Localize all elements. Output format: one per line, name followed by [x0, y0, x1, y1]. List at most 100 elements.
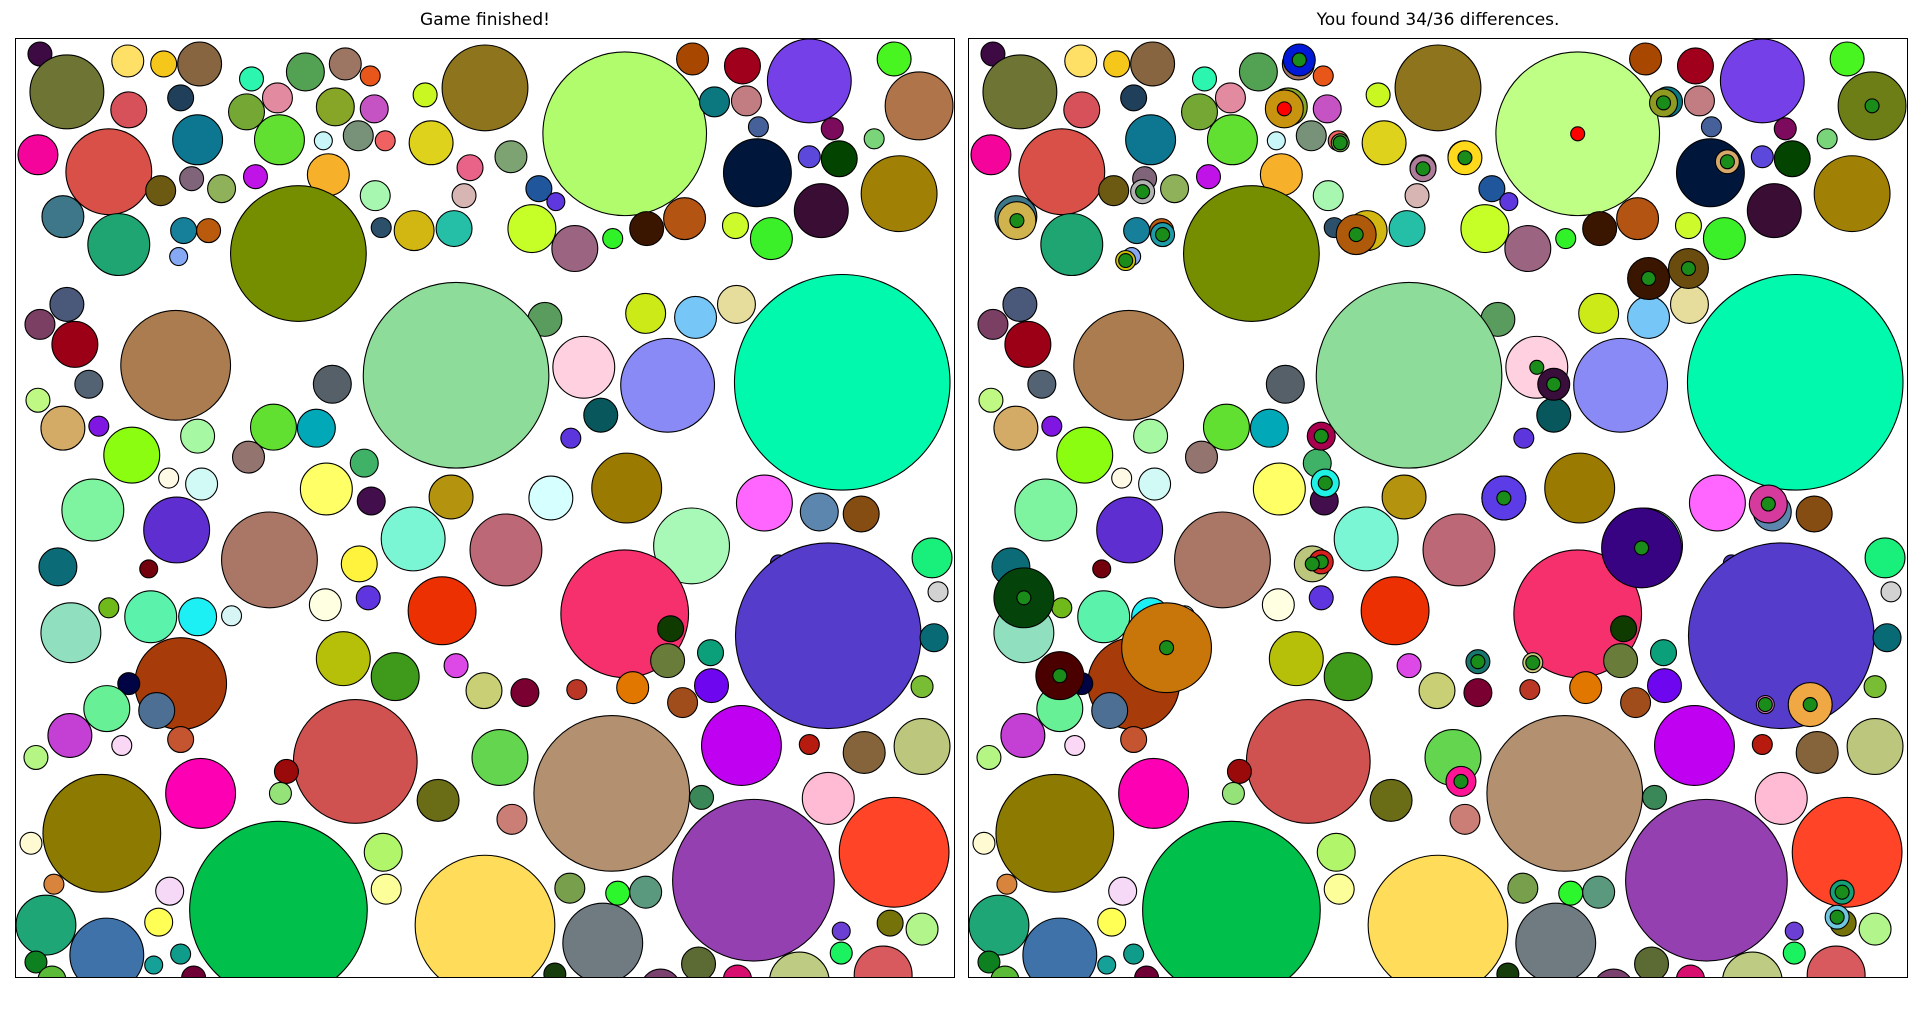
- circle[interactable]: [698, 86, 731, 118]
- circle[interactable]: [299, 462, 353, 516]
- circle[interactable]: [238, 66, 265, 92]
- circle[interactable]: [407, 576, 477, 646]
- circle[interactable]: [1746, 183, 1802, 239]
- circle[interactable]: [970, 134, 1012, 176]
- circle[interactable]: [1688, 474, 1746, 532]
- circle[interactable]: [1773, 117, 1797, 141]
- circle[interactable]: [285, 52, 325, 92]
- circle[interactable]: [723, 964, 752, 978]
- circle[interactable]: [98, 597, 120, 619]
- circle[interactable]: [1582, 211, 1618, 247]
- circle[interactable]: [1478, 175, 1506, 203]
- circle[interactable]: [910, 675, 934, 699]
- circle[interactable]: [268, 781, 292, 805]
- circle[interactable]: [1649, 639, 1678, 667]
- circle[interactable]: [342, 120, 374, 152]
- circle[interactable]: [1333, 506, 1399, 572]
- circle[interactable]: [1004, 320, 1052, 368]
- circle[interactable]: [362, 281, 550, 469]
- circle[interactable]: [1064, 44, 1098, 78]
- circle[interactable]: [1111, 467, 1133, 489]
- circle[interactable]: [583, 397, 619, 433]
- circle[interactable]: [1206, 114, 1258, 166]
- circle[interactable]: [1422, 513, 1496, 587]
- circle[interactable]: [1367, 854, 1509, 978]
- circle[interactable]: [16, 894, 77, 956]
- circle[interactable]: [1133, 418, 1169, 454]
- circle[interactable]: [207, 174, 237, 204]
- circle[interactable]: [1000, 713, 1046, 759]
- circle[interactable]: [1536, 397, 1572, 433]
- circle[interactable]: [435, 210, 473, 248]
- circle[interactable]: [1463, 678, 1493, 708]
- circle[interactable]: [629, 875, 663, 909]
- circle[interactable]: [533, 715, 691, 872]
- circle[interactable]: [625, 292, 667, 334]
- circle[interactable]: [393, 210, 435, 252]
- circle[interactable]: [1051, 597, 1073, 619]
- circle[interactable]: [1396, 653, 1422, 679]
- circle[interactable]: [1486, 715, 1644, 872]
- circle[interactable]: [1676, 47, 1714, 85]
- circle[interactable]: [145, 175, 177, 207]
- circle[interactable]: [1022, 917, 1098, 978]
- circle[interactable]: [1629, 42, 1663, 76]
- circle[interactable]: [860, 155, 938, 233]
- circle[interactable]: [1513, 427, 1535, 449]
- circle[interactable]: [88, 415, 110, 437]
- circle[interactable]: [1182, 185, 1320, 322]
- circle[interactable]: [38, 547, 78, 587]
- circle[interactable]: [144, 955, 164, 975]
- circle[interactable]: [1647, 668, 1683, 704]
- circle[interactable]: [185, 467, 219, 501]
- circle[interactable]: [83, 685, 131, 733]
- circle[interactable]: [799, 492, 839, 532]
- circle[interactable]: [927, 581, 949, 603]
- circle[interactable]: [229, 185, 367, 322]
- circle[interactable]: [546, 192, 566, 212]
- circle[interactable]: [312, 364, 352, 404]
- circle[interactable]: [1312, 94, 1342, 124]
- circle[interactable]: [1134, 965, 1160, 978]
- circle[interactable]: [641, 968, 681, 978]
- circle[interactable]: [469, 513, 543, 587]
- circle[interactable]: [1096, 496, 1164, 564]
- circle[interactable]: [1245, 699, 1371, 824]
- circle[interactable]: [40, 602, 102, 664]
- circle[interactable]: [1123, 943, 1145, 965]
- circle[interactable]: [167, 84, 195, 112]
- circle[interactable]: [1603, 643, 1639, 679]
- circle[interactable]: [1404, 183, 1430, 209]
- circle[interactable]: [562, 902, 644, 978]
- circle[interactable]: [716, 284, 756, 324]
- circle[interactable]: [328, 47, 362, 81]
- circle[interactable]: [308, 588, 342, 622]
- circle[interactable]: [177, 41, 223, 87]
- circle[interactable]: [120, 309, 232, 421]
- circle[interactable]: [19, 831, 43, 855]
- circle[interactable]: [1120, 84, 1148, 112]
- circle[interactable]: [1160, 174, 1190, 204]
- circle[interactable]: [525, 175, 553, 203]
- circle[interactable]: [465, 672, 503, 710]
- circle[interactable]: [1782, 941, 1806, 965]
- circle[interactable]: [221, 605, 243, 627]
- circle[interactable]: [1813, 155, 1891, 233]
- circle[interactable]: [1073, 309, 1185, 421]
- circle[interactable]: [43, 873, 65, 895]
- circle[interactable]: [1573, 337, 1669, 433]
- circle[interactable]: [471, 728, 529, 786]
- circle[interactable]: [1558, 880, 1584, 906]
- circle[interactable]: [1773, 140, 1811, 178]
- circle[interactable]: [1686, 273, 1904, 491]
- circle[interactable]: [315, 631, 371, 687]
- circle[interactable]: [340, 545, 378, 583]
- circle[interactable]: [24, 308, 56, 340]
- circle[interactable]: [1125, 114, 1177, 166]
- circle[interactable]: [227, 93, 266, 131]
- circle[interactable]: [863, 128, 885, 150]
- circle[interactable]: [820, 140, 858, 178]
- circle[interactable]: [700, 705, 782, 786]
- circle[interactable]: [969, 894, 1030, 956]
- circle[interactable]: [1018, 128, 1106, 216]
